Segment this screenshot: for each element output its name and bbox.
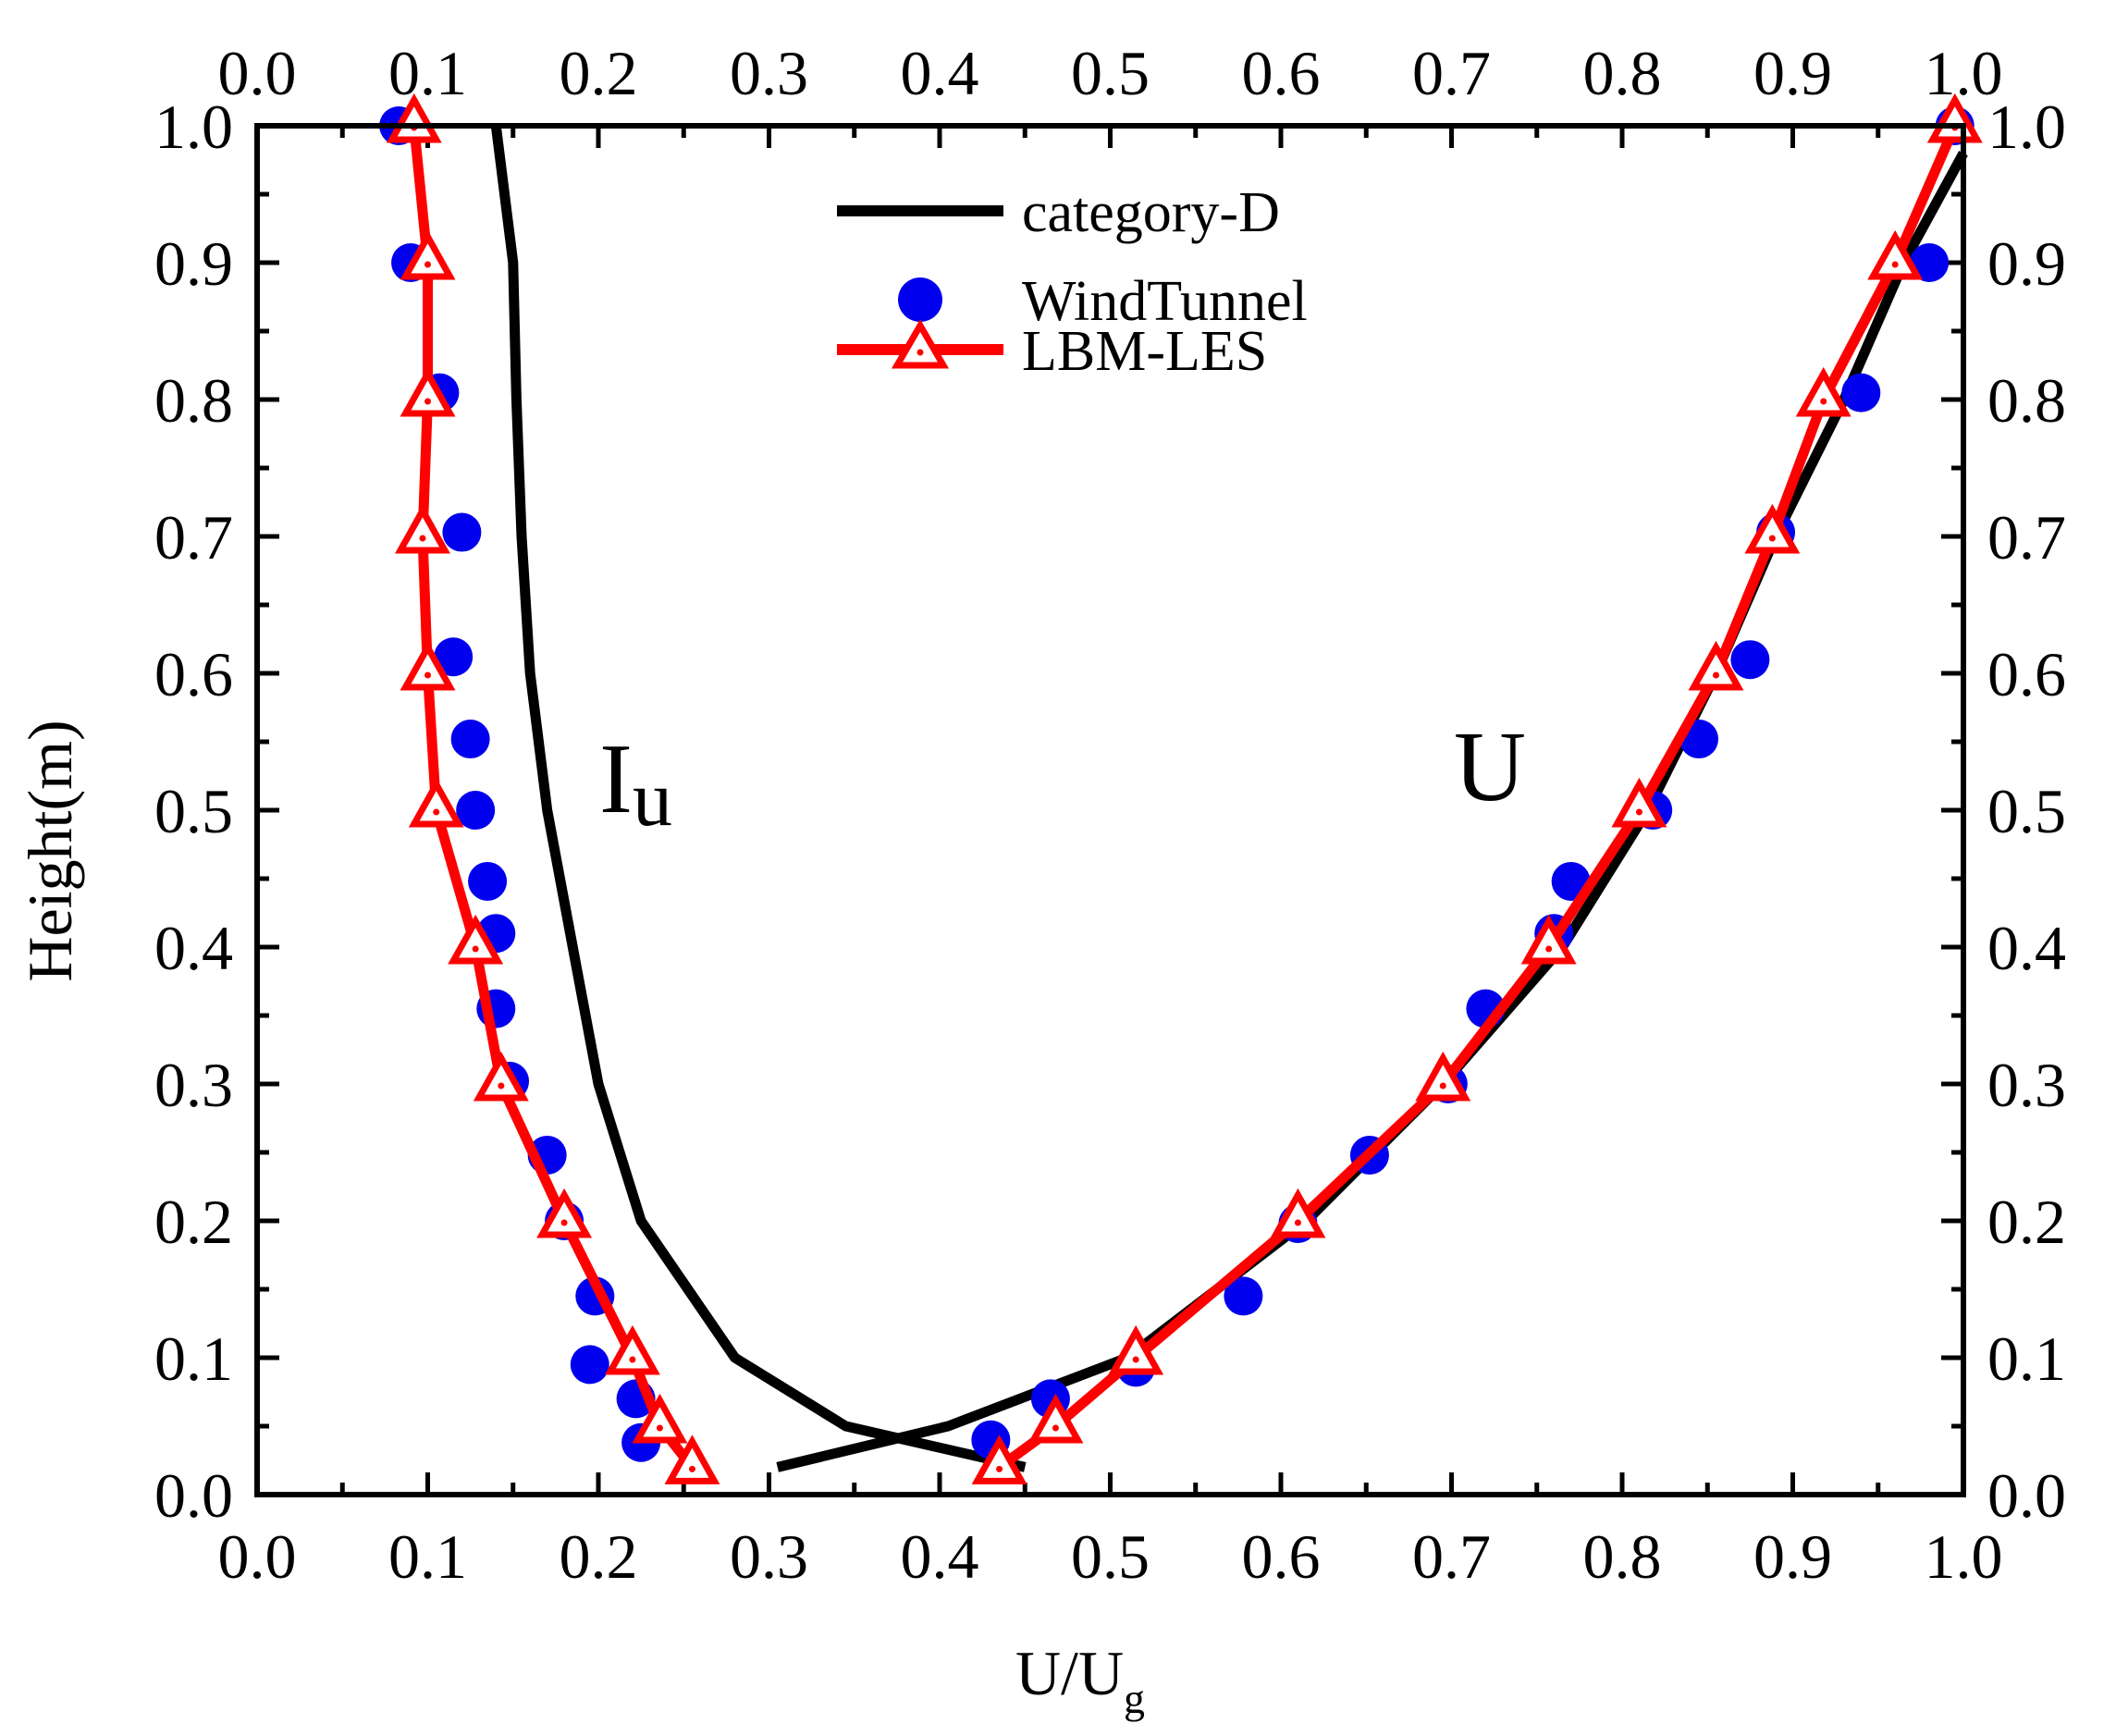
data-point-windtunnel: [468, 861, 508, 901]
series-line-category-d: [490, 125, 1027, 1472]
y-tick-label-right: 0.4: [1987, 913, 2066, 983]
data-marker-lbm-les-u: [1270, 1188, 1326, 1238]
plot-frame: [254, 123, 1966, 1497]
y-tick-label-left: 0.0: [154, 1460, 233, 1531]
data-point-windtunnel-u: [1730, 640, 1770, 680]
x-tick-label-bottom: 0.2: [560, 1521, 638, 1592]
data-marker-lbm-les: [448, 914, 504, 965]
x-tick-label-top: 1.0: [1925, 38, 2003, 108]
y-tick-label-left: 0.7: [154, 502, 233, 573]
data-marker-lbm-les: [395, 503, 450, 554]
data-point-windtunnel-u: [1224, 1276, 1263, 1316]
x-tick-label-bottom: 0.6: [1242, 1521, 1321, 1592]
x-axis-label-main: U/U: [1015, 1638, 1124, 1708]
y-tick-label-left: 1.0: [154, 92, 233, 162]
x-tick-label-top: 0.5: [1071, 38, 1150, 108]
y-tick-label-right: 0.9: [1987, 228, 2066, 299]
data-point-windtunnel: [450, 720, 490, 759]
x-tick-label-top: 0.6: [1242, 38, 1321, 108]
y-tick-label-left: 0.9: [154, 228, 233, 299]
data-marker-lbm-les-u: [1744, 503, 1801, 554]
annotation-iu-main: I: [599, 724, 633, 834]
x-tick-label-bottom: 0.4: [901, 1521, 979, 1592]
x-tick-label-bottom: 0.7: [1412, 1521, 1491, 1592]
x-tick-label-top: 0.0: [218, 38, 297, 108]
legend-marker-windtunnel: [898, 277, 942, 322]
y-tick-label-left: 0.8: [154, 365, 233, 436]
x-tick-label-bottom: 0.5: [1071, 1521, 1150, 1592]
y-tick-label-right: 0.8: [1987, 365, 2066, 436]
x-tick-label-bottom: 0.8: [1583, 1521, 1662, 1592]
x-tick-label-bottom: 0.1: [388, 1521, 467, 1592]
data-marker-lbm-les-u: [1027, 1393, 1084, 1444]
x-tick-label-bottom: 0.9: [1753, 1521, 1832, 1592]
data-marker-lbm-les: [400, 640, 456, 691]
y-tick-label-right: 0.3: [1987, 1050, 2066, 1120]
data-point-windtunnel: [434, 637, 474, 677]
data-point-windtunnel: [456, 791, 496, 830]
data-marker-lbm-les: [473, 1051, 529, 1102]
x-axis-label-subscript: g: [1124, 1675, 1145, 1722]
annotation-iu: Iu: [599, 724, 672, 843]
annotation-u: U: [1454, 712, 1526, 822]
legend-label-lbm-les: LBM-LES: [1022, 320, 1267, 383]
y-tick-label-right: 0.1: [1987, 1324, 2066, 1394]
data-point-windtunnel-u: [1841, 373, 1881, 412]
y-tick-label-right: 0.7: [1987, 502, 2066, 573]
annotation-iu-subscript: u: [633, 754, 672, 843]
data-marker-lbm-les: [400, 229, 456, 280]
y-tick-label-right: 0.0: [1987, 1460, 2066, 1531]
x-tick-label-bottom: 1.0: [1925, 1521, 2003, 1592]
x-tick-label-top: 0.3: [730, 38, 808, 108]
x-tick-label-bottom: 0.3: [730, 1521, 808, 1592]
annotations: Iu U: [599, 712, 1526, 843]
y-tick-label-right: 0.5: [1987, 776, 2066, 846]
y-tick-label-right: 0.2: [1987, 1187, 2066, 1257]
x-tick-label-top: 0.2: [560, 38, 638, 108]
x-tick-label-top: 0.4: [901, 38, 979, 108]
data-marker-lbm-les-u: [1415, 1051, 1471, 1102]
data-marker-lbm-les-u: [1867, 229, 1924, 280]
x-tick-label-top: 0.8: [1583, 38, 1662, 108]
data-marker-lbm-les: [408, 777, 464, 828]
x-tick-label-top: 0.1: [388, 38, 467, 108]
y-tick-label-right: 0.6: [1987, 639, 2066, 709]
y-tick-label-left: 0.5: [154, 776, 233, 846]
data-marker-lbm-les-u: [1108, 1324, 1164, 1375]
x-tick-label-top: 0.7: [1412, 38, 1491, 108]
data-marker-lbm-les-u: [1611, 777, 1667, 828]
data-marker-lbm-les-u: [1795, 366, 1852, 417]
y-tick-label-left: 0.1: [154, 1324, 233, 1394]
x-tick-label-bottom: 0.0: [218, 1521, 297, 1592]
x-tick-label-top: 0.9: [1753, 38, 1832, 108]
legend-label-windtunnel: WindTunnel: [1022, 270, 1308, 333]
series-layer: [379, 92, 1983, 1484]
data-point-windtunnel: [442, 512, 482, 552]
x-axis-label: U/Ug: [1015, 1638, 1145, 1722]
data-marker-lbm-les-u: [1688, 640, 1744, 691]
y-axis-label: Height(m): [15, 720, 85, 981]
data-marker-lbm-les: [632, 1393, 688, 1444]
y-tick-label-left: 0.2: [154, 1187, 233, 1257]
y-tick-label-left: 0.3: [154, 1050, 233, 1120]
y-tick-label-left: 0.6: [154, 639, 233, 709]
data-marker-lbm-les-u: [1520, 914, 1577, 965]
data-marker-lbm-les: [664, 1434, 720, 1484]
axis-tick-labels: 0.00.00.10.10.20.20.30.30.40.40.50.50.60…: [154, 38, 2066, 1592]
data-marker-lbm-les: [604, 1324, 660, 1375]
y-tick-label-left: 0.4: [154, 913, 233, 983]
legend-label-category-d: category-D: [1022, 181, 1280, 244]
data-marker-lbm-les: [400, 366, 456, 417]
data-marker-lbm-les-u: [971, 1434, 1027, 1484]
data-marker-lbm-les: [536, 1188, 593, 1238]
legend-marker-lbm-les: [891, 319, 950, 369]
y-tick-label-right: 1.0: [1987, 92, 2066, 162]
data-point-windtunnel: [570, 1345, 609, 1385]
legend: category-D WindTunnel LBM-LES: [837, 181, 1308, 383]
data-point-windtunnel-u: [1910, 243, 1950, 282]
